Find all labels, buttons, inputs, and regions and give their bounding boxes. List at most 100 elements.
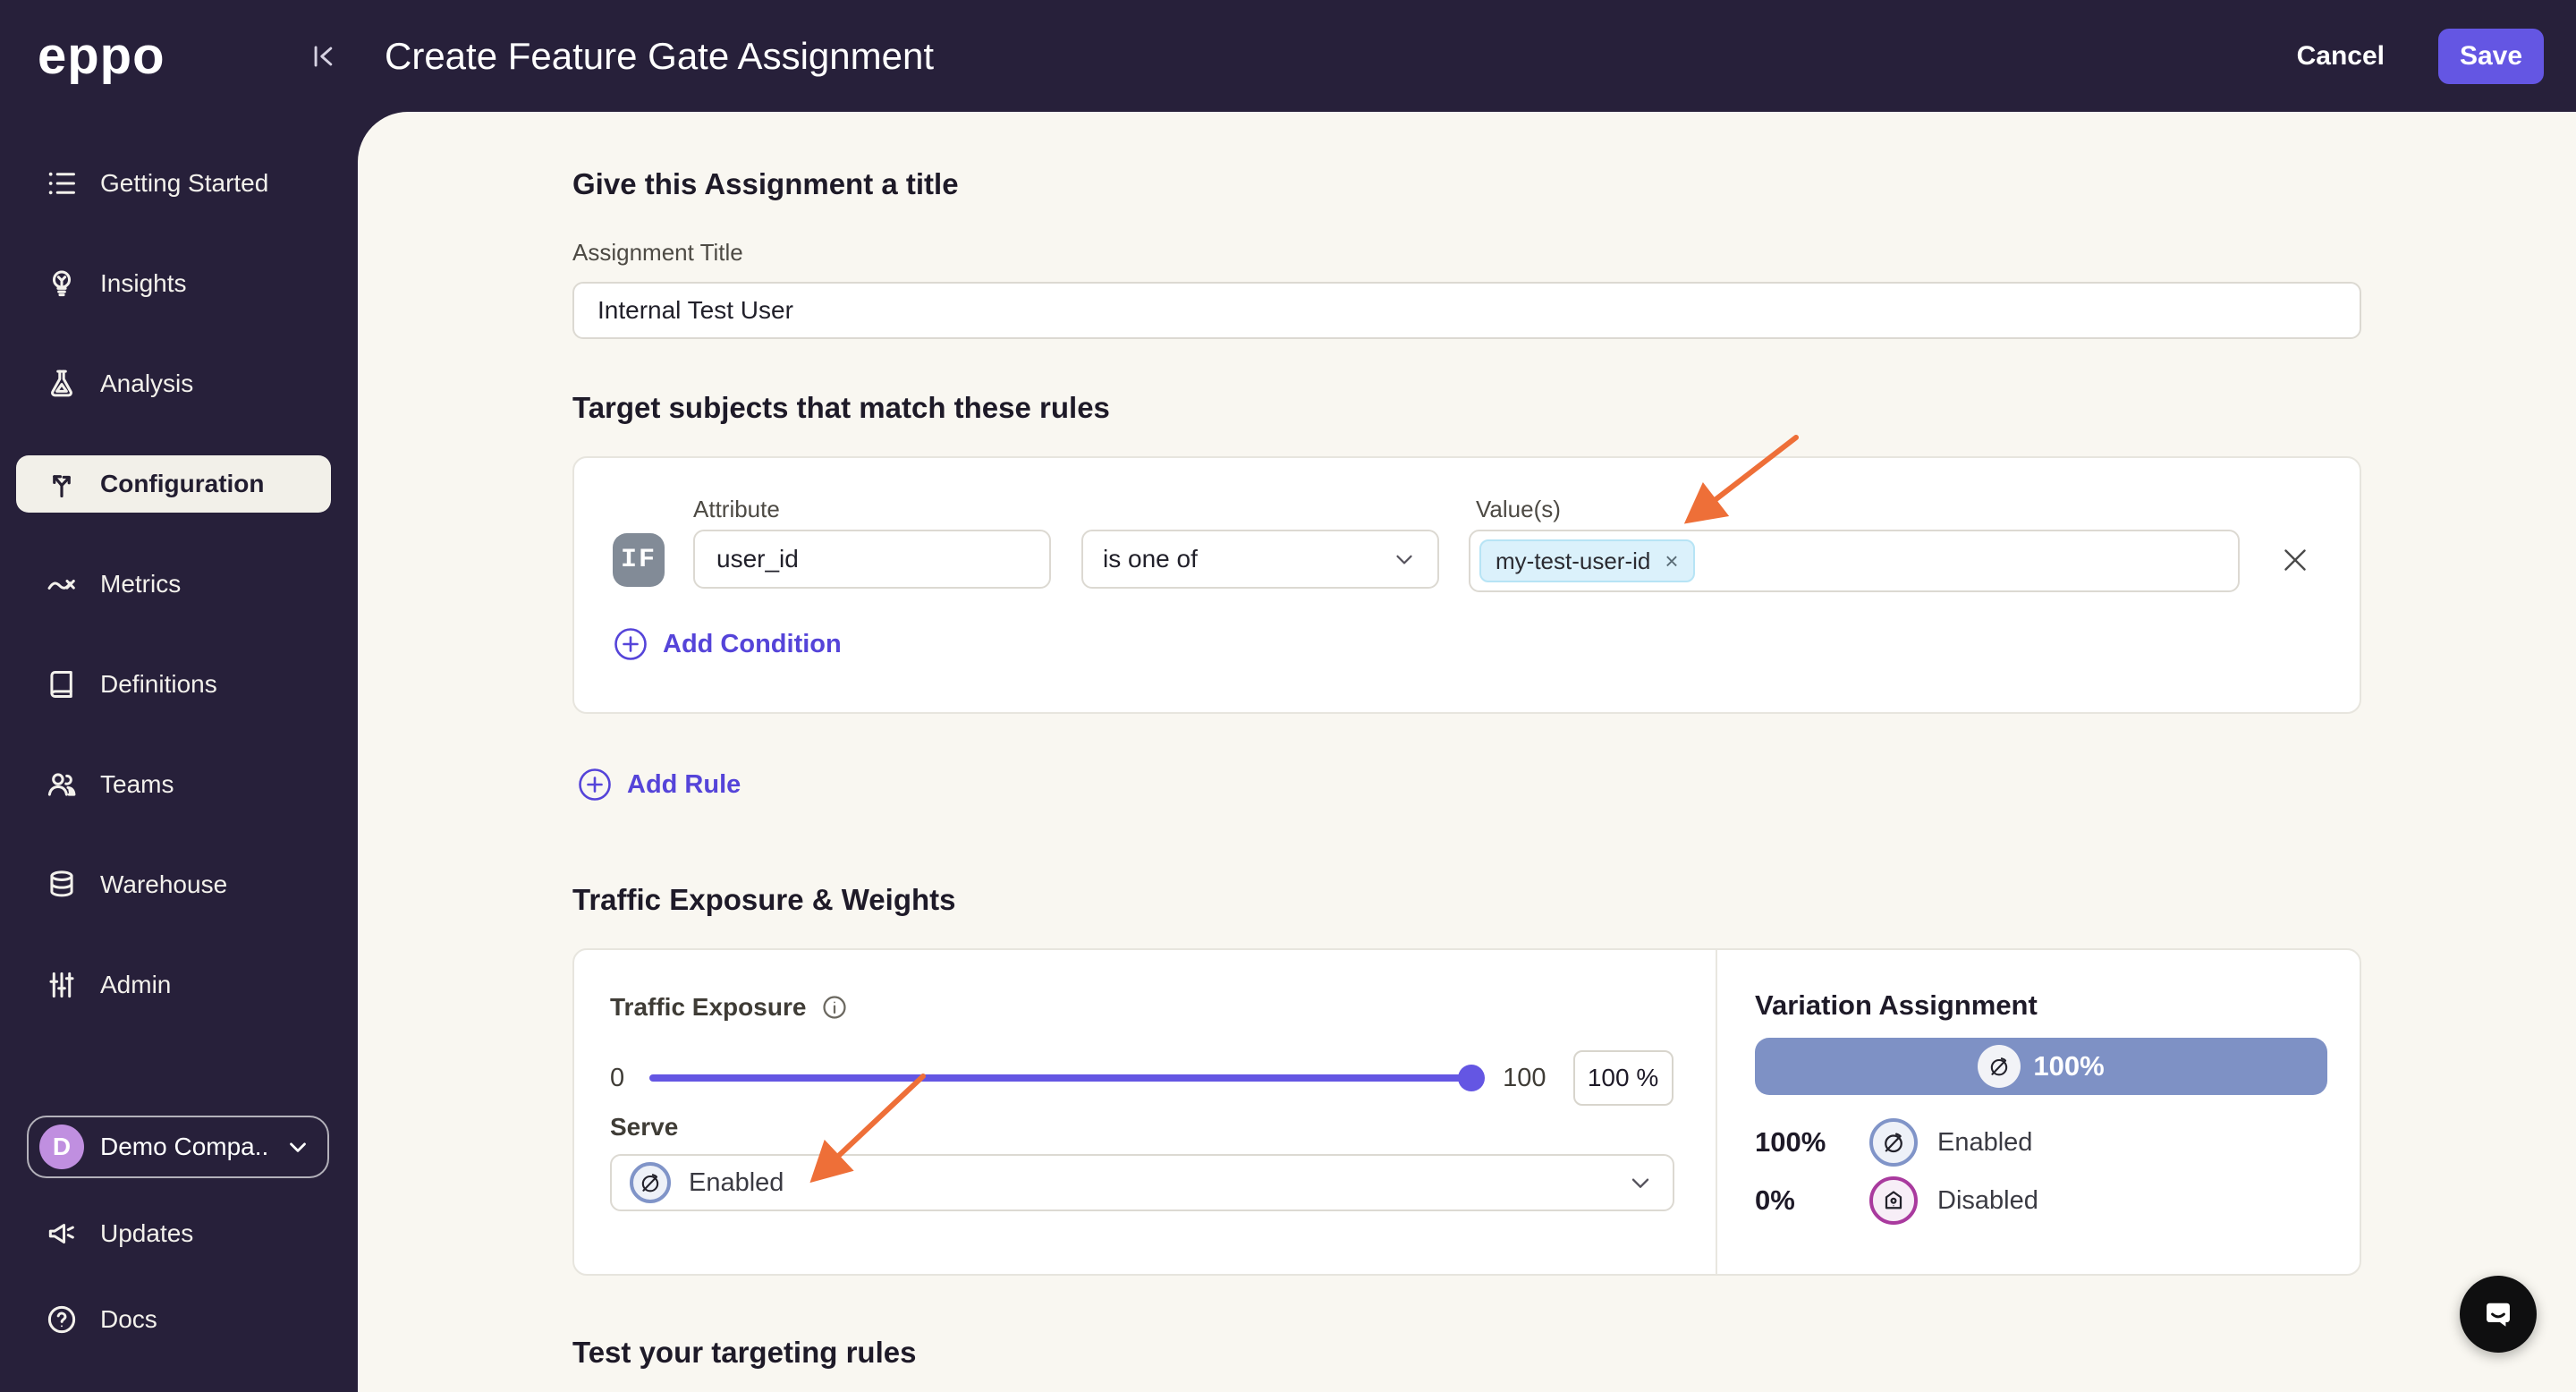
- sidebar-item-label: Updates: [100, 1219, 194, 1247]
- traffic-heading: Traffic Exposure & Weights: [572, 883, 956, 916]
- info-icon[interactable]: [820, 993, 849, 1022]
- org-switcher[interactable]: D Demo Compa...: [27, 1116, 329, 1178]
- variation-row-enabled: 100% Enabled: [1755, 1118, 2032, 1167]
- list-icon: [48, 172, 75, 195]
- slider-handle[interactable]: [1458, 1065, 1486, 1091]
- sidebar-item-label: Teams: [100, 770, 174, 798]
- chevron-down-icon: [290, 1142, 306, 1152]
- variation-row-disabled: 0% Disabled: [1755, 1176, 2038, 1225]
- add-rule-label: Add Rule: [627, 769, 741, 799]
- question-circle-icon: [47, 1305, 76, 1334]
- slider-max-label: 100: [1503, 1063, 1546, 1092]
- sidebar-item-analysis[interactable]: Analysis: [16, 355, 331, 412]
- top-bar: eppo Create Feature Gate Assignment Canc…: [0, 0, 2576, 112]
- plus-circle-icon: [579, 768, 611, 801]
- database-icon: [50, 870, 73, 897]
- traffic-exposure-label: Traffic Exposure: [610, 993, 807, 1021]
- sidebar-item-label: Analysis: [100, 369, 194, 397]
- value-tag-text: my-test-user-id: [1496, 547, 1651, 574]
- variation-label: Enabled: [1937, 1127, 2033, 1157]
- sidebar-item-label: Docs: [100, 1305, 157, 1333]
- traffic-exposure-label-row: Traffic Exposure: [610, 993, 849, 1022]
- operator-select[interactable]: is one of: [1081, 530, 1439, 589]
- variation-assignment-bar[interactable]: 100%: [1755, 1038, 2327, 1095]
- people-icon: [47, 773, 76, 796]
- sidebar-item-label: Metrics: [100, 570, 182, 598]
- main-content: Give this Assignment a title Assignment …: [358, 112, 2576, 1392]
- cancel-button[interactable]: Cancel: [2296, 40, 2385, 71]
- sidebar-item-configuration[interactable]: Configuration: [16, 455, 331, 513]
- lightbulb-icon: [52, 270, 72, 297]
- sidebar-item-label: Getting Started: [100, 169, 269, 197]
- value-tag: my-test-user-id ×: [1479, 539, 1695, 582]
- sidebar-item-updates[interactable]: Updates: [16, 1205, 331, 1262]
- book-icon: [50, 671, 72, 698]
- targeting-heading: Target subjects that match these rules: [572, 391, 1110, 424]
- sidebar-item-label: Insights: [100, 269, 187, 297]
- value-tag-remove-icon[interactable]: ×: [1665, 547, 1679, 574]
- sidebar-collapse-button[interactable]: [297, 30, 351, 83]
- sidebar-item-insights[interactable]: Insights: [16, 255, 331, 312]
- panel-collapse-icon: [314, 45, 333, 67]
- chevron-down-icon: [1396, 555, 1412, 564]
- save-button[interactable]: Save: [2438, 28, 2544, 84]
- trend-line-icon: [47, 580, 75, 590]
- traffic-percent-value[interactable]: 100 %: [1572, 1050, 1674, 1106]
- card-divider: [1716, 950, 1717, 1274]
- sidebar-item-label: Configuration: [100, 470, 265, 497]
- add-condition-button[interactable]: Add Condition: [613, 626, 842, 662]
- eppo-logo: eppo: [38, 27, 165, 85]
- assignment-title-heading: Give this Assignment a title: [572, 167, 959, 200]
- sidebar-item-label: Warehouse: [100, 870, 228, 898]
- sidebar-item-admin[interactable]: Admin: [16, 956, 331, 1014]
- sidebar-item-teams[interactable]: Teams: [16, 756, 331, 813]
- sliders-icon: [49, 972, 74, 998]
- serve-select[interactable]: Enabled: [610, 1154, 1674, 1211]
- remove-condition-button[interactable]: [2275, 540, 2315, 580]
- flask-icon: [51, 369, 72, 397]
- megaphone-icon: [48, 1223, 74, 1244]
- sidebar-item-getting-started[interactable]: Getting Started: [16, 155, 331, 212]
- variation-percent: 100%: [1755, 1126, 1826, 1158]
- page-title: Create Feature Gate Assignment: [385, 34, 934, 77]
- attribute-input[interactable]: [693, 530, 1051, 589]
- variation-label: Disabled: [1937, 1185, 2038, 1215]
- sidebar-item-warehouse[interactable]: Warehouse: [16, 856, 331, 913]
- chat-bubble-icon: [2487, 1303, 2510, 1327]
- sidebar-item-metrics[interactable]: Metrics: [16, 556, 331, 613]
- chat-widget-button[interactable]: [2460, 1276, 2537, 1353]
- variation-percent: 0%: [1755, 1184, 1795, 1216]
- values-label: Value(s): [1476, 496, 1561, 522]
- slider-min-label: 0: [610, 1063, 625, 1092]
- attribute-label: Attribute: [693, 496, 780, 522]
- enabled-variation-icon: [1869, 1118, 1918, 1167]
- close-icon: [2284, 549, 2306, 571]
- variation-bar-percent: 100%: [2033, 1050, 2105, 1082]
- org-name: Demo Compa...: [100, 1133, 270, 1160]
- assignment-title-input[interactable]: [572, 282, 2361, 339]
- sidebar-item-label: Definitions: [100, 670, 217, 698]
- if-badge: IF: [613, 533, 665, 587]
- traffic-slider-row: 0 100 100 %: [610, 1050, 1674, 1106]
- traffic-card: Traffic Exposure 0 100 100 % Serve Enabl…: [572, 948, 2361, 1276]
- chevron-down-icon: [1631, 1178, 1649, 1188]
- sidebar-item-docs[interactable]: Docs: [16, 1291, 331, 1348]
- branch-arrows-icon: [53, 475, 71, 498]
- values-input[interactable]: my-test-user-id ×: [1469, 530, 2240, 592]
- org-avatar: D: [39, 1125, 84, 1169]
- disabled-variation-icon: [1869, 1176, 1918, 1225]
- serve-label: Serve: [610, 1113, 679, 1141]
- serve-value: Enabled: [689, 1167, 784, 1197]
- add-rule-button[interactable]: Add Rule: [577, 767, 741, 802]
- plus-circle-icon: [614, 628, 647, 660]
- test-rules-heading: Test your targeting rules: [572, 1336, 917, 1369]
- assignment-title-label: Assignment Title: [572, 239, 743, 266]
- traffic-exposure-slider[interactable]: [649, 1065, 1486, 1091]
- enabled-variation-icon: [630, 1162, 671, 1203]
- operator-value: is one of: [1103, 545, 1198, 573]
- sidebar-item-label: Admin: [100, 971, 172, 998]
- enabled-variation-icon: [1978, 1045, 2021, 1088]
- sidebar-item-definitions[interactable]: Definitions: [16, 656, 331, 713]
- sidebar: Getting Started Insights Analysis Config…: [0, 112, 358, 1392]
- variation-assignment-heading: Variation Assignment: [1755, 989, 2038, 1021]
